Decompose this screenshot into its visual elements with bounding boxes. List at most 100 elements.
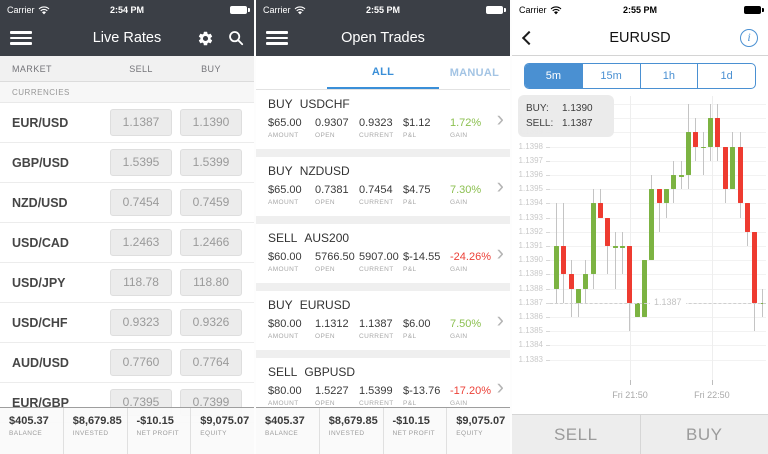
- search-icon[interactable]: [228, 30, 244, 46]
- candle-up: [642, 260, 648, 317]
- trade-row[interactable]: SELL AUS200 $60.00 AMOUNT 5766.50 OPEN 5907.0…: [256, 224, 510, 283]
- buy-rate-button[interactable]: 1.5399: [180, 149, 242, 176]
- account-summary-bar: $405.37 BALANCE $8,679.85 INVESTED -$10.15 NE…: [0, 407, 254, 454]
- trade-header: BUY USDCHF: [268, 97, 500, 111]
- currencies-section-header: CURRENCIES: [0, 82, 254, 103]
- buy-rate-button[interactable]: 0.7459: [180, 189, 242, 216]
- candle-down: [598, 203, 604, 218]
- trade-values: $80.00 AMOUNT 1.5227 OPEN 1.5399 CURRENT $-13.…: [268, 385, 500, 407]
- buy-rate-button[interactable]: 1.2466: [180, 229, 242, 256]
- info-icon[interactable]: i: [740, 28, 758, 47]
- nav-bar: Open Trades: [256, 20, 510, 56]
- carrier-label: Carrier: [7, 5, 35, 15]
- currency-pair-row[interactable]: USD/CAD 1.2463 1.2466: [0, 223, 254, 263]
- candlestick-chart[interactable]: 1.14011.14001.13991.13981.13971.13961.13…: [512, 92, 768, 414]
- y-axis-tick: [546, 231, 550, 233]
- chart-gridline: [550, 274, 766, 276]
- current-price-label: 1.1387: [650, 296, 686, 307]
- battery-icon: [486, 6, 506, 14]
- chart-gridline: [550, 288, 766, 290]
- tab-manual[interactable]: MANUAL: [449, 66, 500, 79]
- buy-rate-button[interactable]: 118.80: [180, 269, 242, 296]
- sell-rate-button[interactable]: 1.2463: [110, 229, 172, 256]
- timeframe-1h[interactable]: 1h: [639, 64, 698, 88]
- chart-gridline: [550, 217, 766, 219]
- sell-rate-button[interactable]: 0.7760: [110, 349, 172, 376]
- rates-table-header: MARKET SELL BUY: [0, 56, 254, 82]
- buy-rate-button[interactable]: 0.9326: [180, 309, 242, 336]
- page-title: Open Trades: [341, 30, 425, 46]
- currency-pair-row[interactable]: USD/JPY 118.78 118.80: [0, 263, 254, 303]
- chevron-right-icon: ›: [496, 240, 504, 265]
- y-axis-label: 1.1385: [518, 326, 543, 336]
- currency-pair-row[interactable]: USD/CHF 0.9323 0.9326: [0, 303, 254, 343]
- timeframe-5m[interactable]: 5m: [525, 64, 582, 88]
- buy-rate-button[interactable]: 0.7764: [180, 349, 242, 376]
- trade-row[interactable]: BUY EURUSD $80.00 AMOUNT 1.1312 OPEN 1.1387 CU…: [256, 291, 510, 350]
- trade-column: 0.7454 CURRENT: [359, 184, 394, 206]
- y-axis-label: 1.1397: [518, 155, 543, 165]
- account-stat: $9,075.07 EQUITY: [446, 408, 510, 454]
- trade-column: -17.20% GAIN: [450, 385, 491, 407]
- trade-column: $-14.55 P&L: [403, 251, 441, 273]
- currency-pair-row[interactable]: NZD/USD 0.7454 0.7459: [0, 183, 254, 223]
- y-axis-tick: [546, 359, 550, 361]
- live-rates-screen: Carrier 2:54 PM Live Rates MARKET SELL B…: [0, 0, 254, 454]
- chart-gridline: [550, 118, 766, 120]
- trade-row[interactable]: BUY USDCHF $65.00 AMOUNT 0.9307 OPEN 0.9323 CU…: [256, 90, 510, 149]
- candle-up: [700, 146, 706, 149]
- currency-pair-row[interactable]: EUR/USD 1.1387 1.1390: [0, 103, 254, 143]
- back-icon[interactable]: [521, 30, 537, 45]
- sell-rate-button[interactable]: 1.5395: [110, 149, 172, 176]
- buy-rate-button[interactable]: 1.1390: [180, 109, 242, 136]
- tab-all[interactable]: ALL: [327, 56, 439, 89]
- trade-symbol-label: AUS200: [304, 231, 350, 245]
- candle-up: [708, 118, 714, 147]
- status-time: 2:55 PM: [622, 5, 657, 15]
- order-buttons-bar: SELL BUY: [512, 414, 768, 454]
- currency-pair-row[interactable]: AUD/USD 0.7760 0.7764: [0, 343, 254, 383]
- account-stat: $8,679.85 INVESTED: [318, 408, 383, 454]
- currency-pair-row[interactable]: GBP/USD 1.5395 1.5399: [0, 143, 254, 183]
- sell-rate-button[interactable]: 118.78: [110, 269, 172, 296]
- candle-up: [554, 246, 559, 289]
- y-axis-tick: [546, 274, 550, 276]
- status-bar: Carrier 2:54 PM: [0, 0, 254, 20]
- sell-rate-button[interactable]: 1.1387: [110, 109, 172, 136]
- candle-wick: [622, 231, 624, 275]
- candle-down: [737, 146, 743, 204]
- sell-button[interactable]: SELL: [553, 424, 598, 444]
- y-axis-label: 1.1383: [518, 354, 543, 364]
- menu-icon[interactable]: [10, 31, 32, 45]
- rates-list: EUR/USD 1.1387 1.1390 GBP/USD 1.5395 1.5…: [0, 103, 254, 423]
- trades-filter-tabs: ALL MANUAL: [256, 56, 510, 90]
- tooltip-buy-row: BUY: 1.1390: [526, 101, 606, 116]
- candle-up: [664, 189, 670, 204]
- wifi-icon: [294, 6, 305, 14]
- timeframe-15m[interactable]: 15m: [581, 64, 640, 88]
- y-axis-label: 1.1395: [518, 184, 543, 194]
- buy-button[interactable]: BUY: [639, 415, 768, 454]
- menu-icon[interactable]: [266, 31, 288, 45]
- timeframe-segmented-control: 5m 15m 1h 1d: [524, 63, 756, 89]
- status-time: 2:54 PM: [109, 5, 144, 15]
- candle-up: [583, 274, 589, 289]
- trade-column: 1.5399 CURRENT: [359, 385, 394, 407]
- y-axis-label: 1.1389: [518, 269, 543, 279]
- settings-gear-icon[interactable]: [197, 30, 214, 47]
- trade-row[interactable]: BUY NZDUSD $65.00 AMOUNT 0.7381 OPEN 0.7454 CU…: [256, 157, 510, 216]
- candle-down: [744, 203, 750, 232]
- pair-label: USD/JPY: [12, 275, 66, 290]
- account-stat: -$10.15 NET PROFIT: [126, 408, 191, 454]
- candle-wick: [666, 189, 668, 218]
- timeframe-1d[interactable]: 1d: [697, 64, 755, 88]
- x-axis-label: Fri 21:50: [612, 390, 648, 400]
- y-axis-tick: [546, 317, 550, 318]
- x-axis-tick: [629, 380, 631, 385]
- sell-rate-button[interactable]: 0.9323: [110, 309, 172, 336]
- pair-label: USD/CAD: [12, 235, 69, 250]
- pair-label: USD/CHF: [12, 315, 68, 330]
- y-axis-label: 1.1394: [518, 198, 543, 208]
- sell-rate-button[interactable]: 0.7454: [110, 189, 172, 216]
